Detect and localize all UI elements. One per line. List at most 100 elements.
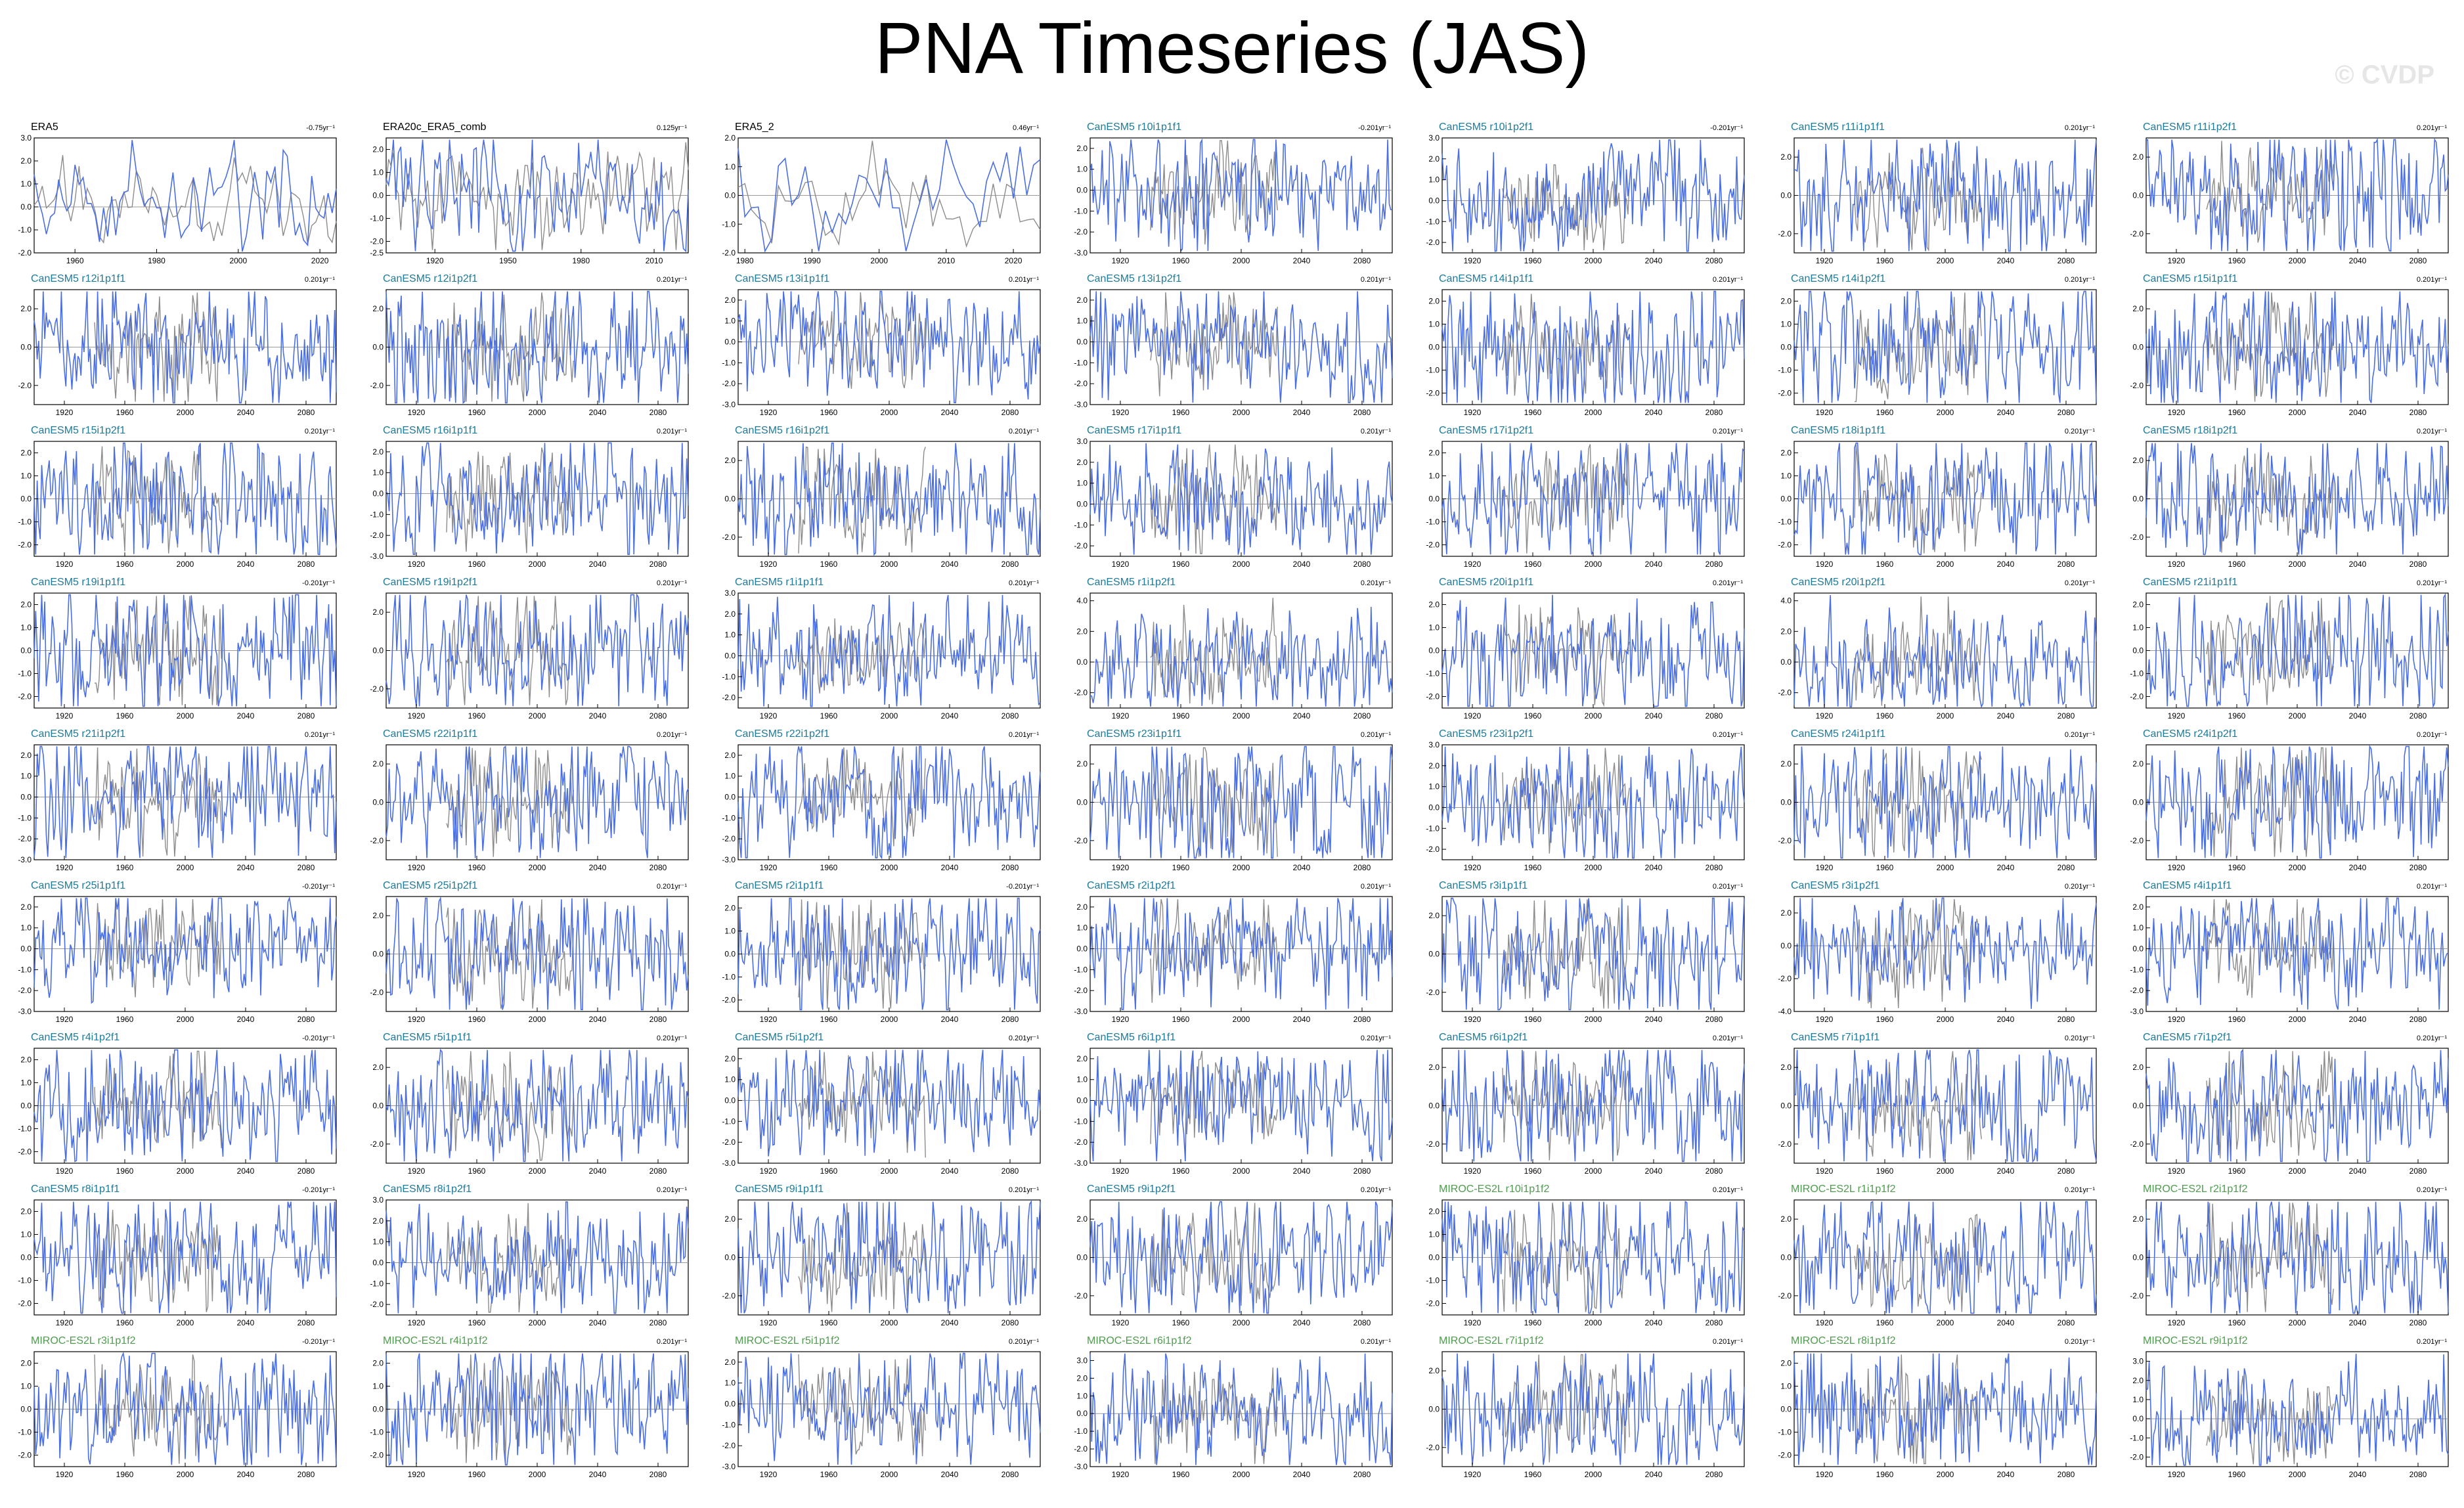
panel-49: CanESM5 r7i1p2f1 0.201yr⁻¹ -2.0 0.0 2.0 1920 1… xyxy=(2130,1032,2449,1176)
x-tick-label: 1920 xyxy=(1816,1015,1834,1024)
x-tick-label: 1920 xyxy=(408,560,426,569)
y-tick-label: 1.0 xyxy=(724,927,736,936)
y-tick-label: -3.0 xyxy=(1074,1159,1088,1168)
y-tick-label: 0.0 xyxy=(1780,1405,1792,1414)
x-tick-label: 2000 xyxy=(1233,256,1250,265)
x-tick-label: 1920 xyxy=(1464,711,1482,721)
y-tick-label: 0.0 xyxy=(372,798,384,807)
y-tick-label: -2.0 xyxy=(1074,986,1088,995)
y-tick-label: 1.0 xyxy=(2132,623,2144,632)
x-tick-label: 2040 xyxy=(1645,1015,1663,1024)
y-tick-label: 0.0 xyxy=(2132,191,2144,200)
y-tick-label: -1.0 xyxy=(2130,669,2144,678)
panel-title: CanESM5 r25i1p2f1 xyxy=(383,880,477,891)
x-tick-label: 2080 xyxy=(1353,711,1371,721)
y-tick-label: 0.0 xyxy=(1428,1253,1440,1262)
y-tick-label: 2.0 xyxy=(724,1054,736,1063)
x-tick-label: 2000 xyxy=(1585,711,1602,721)
x-tick-label: 2000 xyxy=(177,1166,194,1176)
model-series-line xyxy=(1794,139,2097,252)
model-series-line xyxy=(33,140,337,252)
y-tick-label: 2.0 xyxy=(372,1359,384,1368)
x-tick-label: 1920 xyxy=(1816,256,1834,265)
x-tick-label: 2080 xyxy=(649,1015,667,1024)
x-tick-label: 1960 xyxy=(1876,1015,1894,1024)
observed-series-line xyxy=(2206,1051,2334,1159)
x-tick-label: 2040 xyxy=(237,1015,255,1024)
trend-label: 0.201yr⁻¹ xyxy=(2065,428,2095,435)
y-tick-label: 4.0 xyxy=(1076,596,1088,606)
x-tick-label: 1960 xyxy=(1876,1470,1894,1479)
x-tick-label: 1920 xyxy=(2168,1318,2186,1327)
trend-label: -0.75yr⁻¹ xyxy=(306,124,335,132)
panel-44: CanESM5 r5i1p1f1 0.201yr⁻¹ -2.0 0.0 2.0 1920 1… xyxy=(370,1032,689,1176)
y-tick-label: 2.0 xyxy=(1780,297,1792,306)
x-tick-label: 1920 xyxy=(56,1470,74,1479)
y-tick-label: 0.0 xyxy=(724,793,736,802)
model-series-line xyxy=(385,593,689,707)
panel-48: CanESM5 r7i1p1f1 0.201yr⁻¹ -2.0 0.0 2.0 1920 1… xyxy=(1778,1032,2097,1176)
x-tick-label: 1920 xyxy=(2168,1015,2186,1024)
y-tick-label: -2.0 xyxy=(2130,692,2144,701)
panel-22: CanESM5 r19i1p1f1 -0.201yr⁻¹ -2.0 -1.0 0.0 1.… xyxy=(18,577,337,721)
y-tick-label: -2.0 xyxy=(1778,836,1792,845)
y-tick-label: 0.0 xyxy=(372,646,384,655)
trend-label: -0.201yr⁻¹ xyxy=(302,883,335,891)
x-tick-label: 1920 xyxy=(1464,408,1482,417)
panel-21: CanESM5 r18i1p2f1 0.201yr⁻¹ -2.0 0.0 2.0 1920… xyxy=(2130,425,2449,569)
y-tick-label: -1.0 xyxy=(1426,824,1440,833)
x-tick-label: 2040 xyxy=(2349,408,2367,417)
x-tick-label: 1960 xyxy=(1524,1015,1542,1024)
y-tick-label: -2.0 xyxy=(722,248,736,257)
y-tick-label: 3.0 xyxy=(1428,740,1440,749)
x-tick-label: 2040 xyxy=(1293,711,1311,721)
x-tick-label: 1960 xyxy=(468,1318,486,1327)
x-tick-label: 2000 xyxy=(2289,711,2306,721)
y-tick-label: 2.0 xyxy=(20,1207,32,1216)
x-tick-label: 2080 xyxy=(2057,1015,2075,1024)
y-tick-label: 2.0 xyxy=(1076,458,1088,467)
y-tick-label: -1.0 xyxy=(18,813,32,822)
panel-34: CanESM5 r24i1p1f1 0.201yr⁻¹ -2.0 0.0 2.0 1920… xyxy=(1778,728,2097,872)
trend-label: 0.201yr⁻¹ xyxy=(1713,428,1743,435)
panel-title: CanESM5 r13i1p1f1 xyxy=(735,273,829,284)
panel-47: CanESM5 r6i1p2f1 0.201yr⁻¹ -2.0 0.0 2.0 1920 1… xyxy=(1426,1032,1745,1176)
model-series-line xyxy=(33,594,337,707)
x-tick-label: 2000 xyxy=(2289,863,2306,872)
panel-title: CanESM5 r4i1p2f1 xyxy=(31,1032,120,1043)
y-tick-label: 2.0 xyxy=(1076,1054,1088,1063)
model-series-line xyxy=(33,1049,337,1163)
y-tick-label: -2.0 xyxy=(2130,836,2144,845)
x-tick-label: 1920 xyxy=(1816,1166,1834,1176)
model-series-line xyxy=(1793,1049,2097,1163)
y-tick-label: -2.0 xyxy=(1074,227,1088,236)
y-tick-label: -2.0 xyxy=(722,1291,736,1300)
model-series-line xyxy=(1793,1353,2097,1465)
model-series-line xyxy=(1793,595,2097,709)
panel-16: CanESM5 r16i1p1f1 0.201yr⁻¹ -3.0 -2.0 -1.0 0.… xyxy=(370,425,689,569)
x-tick-label: 1920 xyxy=(1112,1015,1130,1024)
y-tick-label: -3.0 xyxy=(18,1007,32,1016)
model-series-line xyxy=(2145,592,2449,709)
trend-label: 0.201yr⁻¹ xyxy=(2065,124,2095,132)
panel-title: CanESM5 r8i1p1f1 xyxy=(31,1184,120,1195)
y-tick-label: -2.0 xyxy=(722,996,736,1005)
y-tick-label: 2.0 xyxy=(20,1359,32,1368)
y-tick-label: 2.0 xyxy=(1780,908,1792,918)
panel-53: CanESM5 r9i1p2f1 0.201yr⁻¹ -2.0 0.0 2.0 1920 1… xyxy=(1074,1184,1393,1327)
panel-title: CanESM5 r7i1p1f1 xyxy=(1791,1032,1880,1043)
y-tick-label: 4.0 xyxy=(1780,596,1792,606)
y-tick-label: 0.0 xyxy=(1780,495,1792,504)
y-tick-label: 1.0 xyxy=(1428,782,1440,791)
model-series-line xyxy=(737,1352,1041,1465)
panel-8: CanESM5 r12i1p1f1 0.201yr⁻¹ -2.0 0.0 2.0 1920… xyxy=(18,273,337,417)
y-tick-label: 1.0 xyxy=(1428,320,1440,329)
y-tick-label: 0.0 xyxy=(1076,1409,1088,1418)
panel-title: CanESM5 r3i1p1f1 xyxy=(1439,880,1528,891)
x-tick-label: 2080 xyxy=(1705,1166,1723,1176)
y-tick-label: 0.0 xyxy=(1076,798,1088,807)
x-tick-label: 1960 xyxy=(1172,408,1190,417)
x-tick-label: 2040 xyxy=(1645,1470,1663,1479)
y-tick-label: 2.0 xyxy=(1428,911,1440,920)
y-tick-label: 1.0 xyxy=(20,1230,32,1239)
